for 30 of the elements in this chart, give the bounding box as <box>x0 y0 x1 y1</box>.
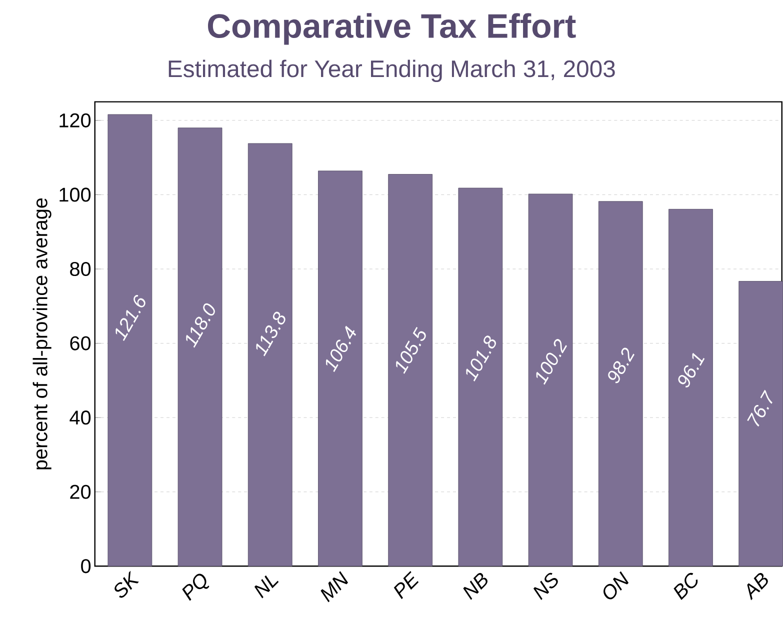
x-tick-label: BC <box>674 572 698 600</box>
x-tick-label: PE <box>394 570 419 600</box>
x-tick-label: NS <box>533 572 558 600</box>
bar <box>108 114 152 566</box>
bar <box>668 209 713 566</box>
y-tick-label: 60 <box>70 336 91 350</box>
y-tick-label: 120 <box>60 113 91 128</box>
bar <box>598 201 643 566</box>
chart-subtitle: Estimated for Year Ending March 31, 2003 <box>168 60 615 82</box>
x-tick-label: SK <box>114 570 139 598</box>
y-tick-label: 80 <box>70 262 91 276</box>
bar <box>528 194 572 566</box>
bar <box>318 170 362 566</box>
bar <box>178 128 222 566</box>
x-tick-label: MN <box>320 571 348 602</box>
x-tick-label: ON <box>604 571 629 600</box>
y-tick-label: 0 <box>81 559 91 574</box>
bar <box>458 188 502 566</box>
y-tick-label: 100 <box>60 188 91 202</box>
x-tick-label: NB <box>463 572 488 600</box>
y-axis-title: percent of all-province average <box>32 198 52 470</box>
y-tick-label: 40 <box>70 410 91 425</box>
bar <box>248 143 292 566</box>
x-tick-label: NL <box>254 575 279 598</box>
chart-title: Comparative Tax Effort <box>208 13 576 45</box>
x-tick-label: AB <box>747 572 768 600</box>
y-tick-label: 20 <box>70 484 91 499</box>
bar <box>388 174 432 566</box>
bar <box>738 281 783 566</box>
x-tick-label: PQ <box>182 574 210 601</box>
